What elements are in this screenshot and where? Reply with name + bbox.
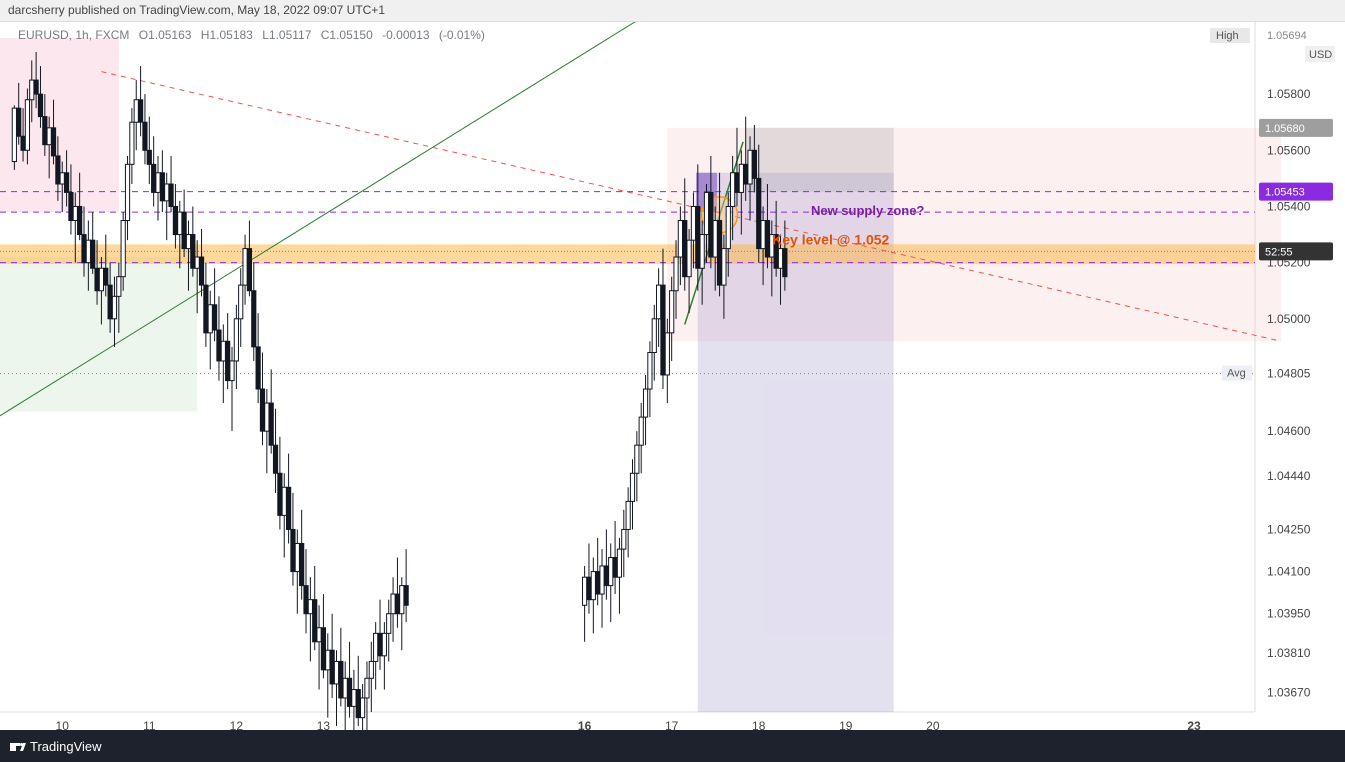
tradingview-icon	[10, 739, 26, 754]
footer-bar: TradingView	[0, 730, 1345, 762]
footer-text: TradingView	[30, 739, 102, 754]
symbol: EURUSD	[18, 28, 69, 42]
svg-text:1.04440: 1.04440	[1267, 469, 1311, 483]
svg-text:1.03670: 1.03670	[1267, 685, 1311, 699]
svg-text:Key level @ 1.052: Key level @ 1.052	[772, 231, 889, 247]
svg-text:1.04805: 1.04805	[1267, 367, 1311, 381]
svg-text:Avg: Avg	[1227, 368, 1246, 380]
svg-text:High: High	[1216, 30, 1239, 42]
ohlc-h: 1.05183	[209, 28, 252, 42]
ohlc-chg: -0.00013	[382, 28, 429, 42]
svg-text:1.04600: 1.04600	[1267, 424, 1311, 438]
ohlc-pct: (-0.01%)	[439, 28, 485, 42]
svg-text:New supply zone?: New supply zone?	[811, 203, 924, 218]
broker: FXCM	[95, 28, 129, 42]
svg-text:1.05453: 1.05453	[1265, 187, 1305, 199]
ohlc-o: 1.05163	[148, 28, 191, 42]
svg-text:52:55: 52:55	[1265, 246, 1293, 258]
ohlc-c: 1.05150	[329, 28, 372, 42]
header-bar: darcsherry published on TradingView.com,…	[0, 0, 1345, 22]
svg-text:1.03810: 1.03810	[1267, 646, 1311, 660]
svg-text:1.04100: 1.04100	[1267, 565, 1311, 579]
svg-text:USD: USD	[1309, 49, 1332, 61]
interval: 1h	[75, 28, 88, 42]
svg-text:1.05400: 1.05400	[1267, 199, 1311, 213]
svg-text:1.05694: 1.05694	[1267, 30, 1307, 42]
svg-text:1.04250: 1.04250	[1267, 522, 1311, 536]
publish-info: darcsherry published on TradingView.com,…	[8, 3, 385, 17]
ohlc-legend: EURUSD, 1h, FXCM O1.05163 H1.05183 L1.05…	[18, 28, 485, 42]
svg-text:1.03950: 1.03950	[1267, 607, 1311, 621]
chart-area[interactable]: New supply zone? Key level @ 1.052 1.05800…	[0, 22, 1345, 762]
svg-text:1.05800: 1.05800	[1267, 87, 1311, 101]
chart-svg: New supply zone? Key level @ 1.052 1.05800…	[0, 22, 1345, 732]
svg-text:1.05000: 1.05000	[1267, 312, 1311, 326]
svg-text:1.05680: 1.05680	[1265, 123, 1305, 135]
ohlc-l: 1.05117	[269, 28, 312, 42]
svg-text:1.05600: 1.05600	[1267, 143, 1311, 157]
